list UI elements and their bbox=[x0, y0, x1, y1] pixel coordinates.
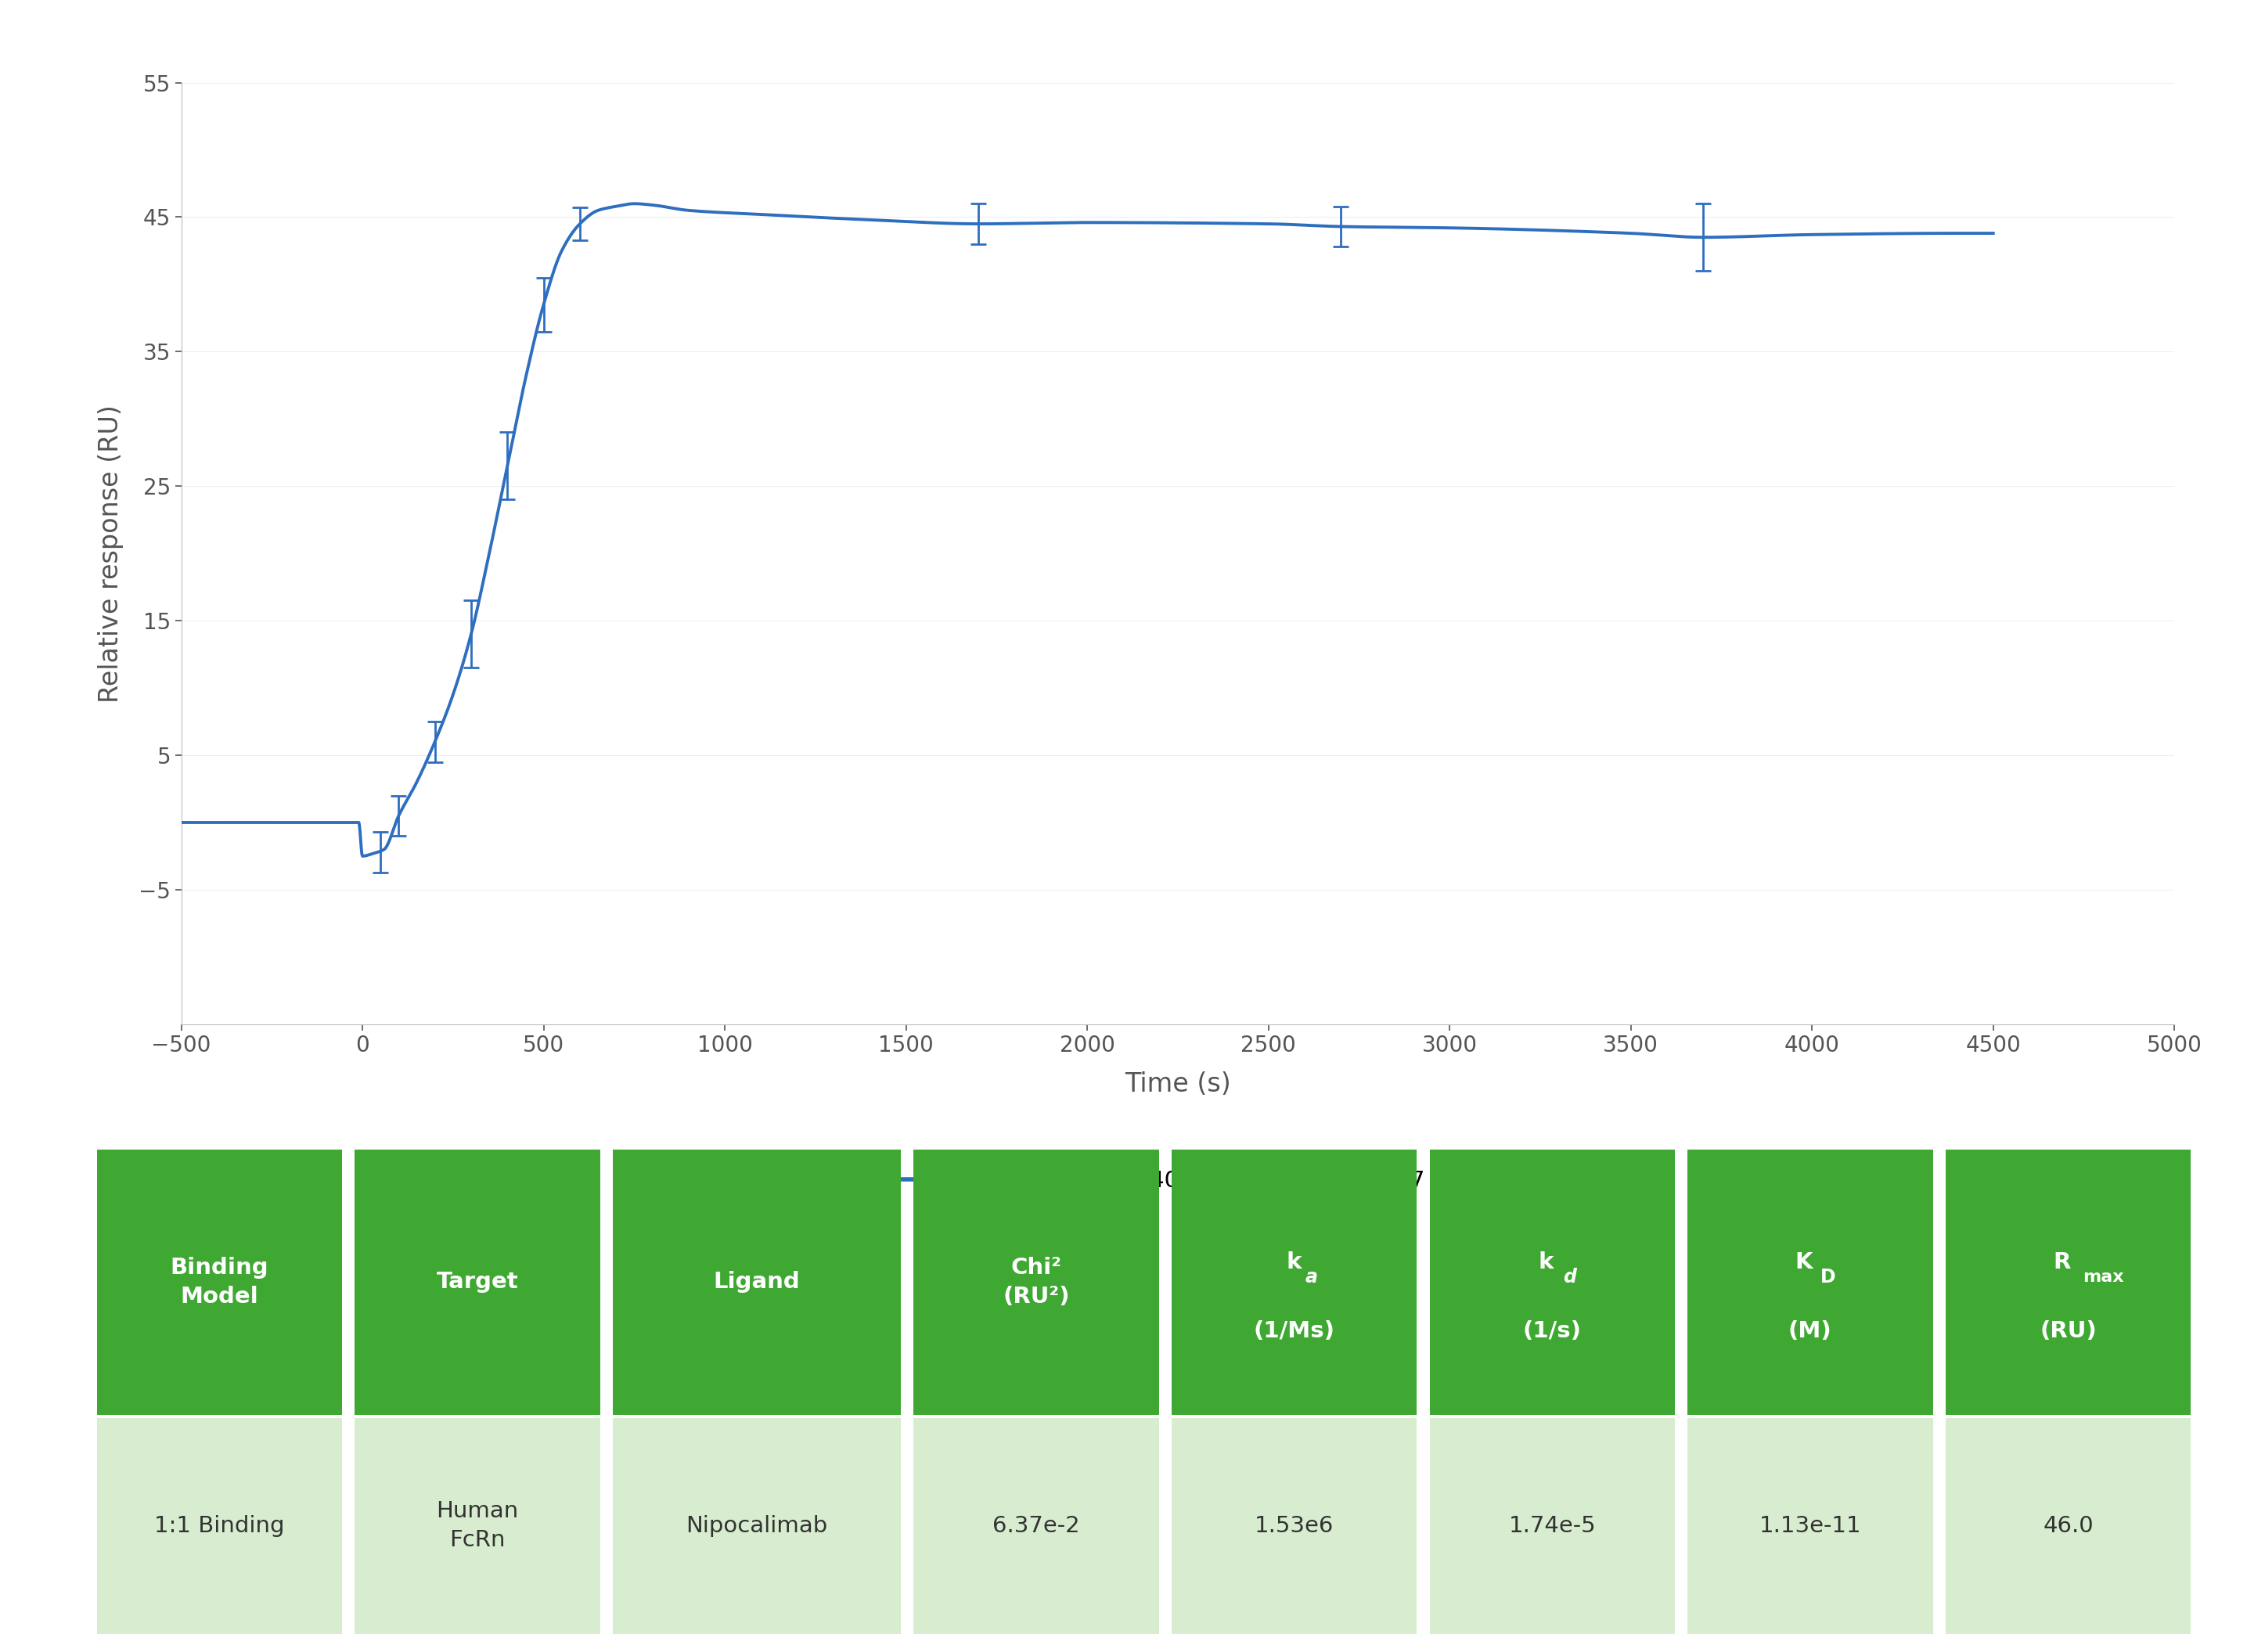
Text: k: k bbox=[1287, 1252, 1302, 1274]
Bar bbox=[913, 1417, 1160, 1634]
Bar bbox=[913, 1150, 1160, 1414]
Text: 1.13e-11: 1.13e-11 bbox=[1760, 1515, 1862, 1536]
Text: R: R bbox=[2052, 1252, 2070, 1274]
Bar bbox=[1429, 1417, 1674, 1634]
Text: max: max bbox=[2084, 1269, 2125, 1285]
Y-axis label: Relative response (RU): Relative response (RU) bbox=[97, 405, 125, 702]
Text: 6.37e-2: 6.37e-2 bbox=[992, 1515, 1080, 1536]
Bar bbox=[1171, 1150, 1418, 1414]
Text: 1:1 Binding: 1:1 Binding bbox=[154, 1515, 285, 1536]
Bar bbox=[97, 1417, 342, 1634]
Text: Target: Target bbox=[437, 1270, 519, 1294]
Text: (1/s): (1/s) bbox=[1522, 1320, 1581, 1341]
Text: a: a bbox=[1305, 1267, 1318, 1287]
Text: D: D bbox=[1821, 1267, 1837, 1287]
Legend: 0.2469136 0.7407407 2.222222 6.666667 20 nM: 0.2469136 0.7407407 2.222222 6.666667 20… bbox=[845, 1161, 1511, 1201]
Bar bbox=[356, 1417, 600, 1634]
Text: 46.0: 46.0 bbox=[2043, 1515, 2093, 1536]
Text: Human
FcRn: Human FcRn bbox=[437, 1500, 519, 1551]
Bar bbox=[1687, 1150, 1932, 1414]
Text: (M): (M) bbox=[1789, 1320, 1832, 1341]
Text: Nipocalimab: Nipocalimab bbox=[686, 1515, 827, 1536]
Bar bbox=[1946, 1150, 2190, 1414]
Bar bbox=[1687, 1417, 1932, 1634]
Bar bbox=[614, 1150, 901, 1414]
Bar bbox=[614, 1417, 901, 1634]
Text: (1/Ms): (1/Ms) bbox=[1253, 1320, 1334, 1341]
Bar bbox=[356, 1150, 600, 1414]
Text: Binding
Model: Binding Model bbox=[170, 1257, 270, 1307]
Text: 1.74e-5: 1.74e-5 bbox=[1508, 1515, 1597, 1536]
Text: Chi²
(RU²): Chi² (RU²) bbox=[1003, 1257, 1069, 1307]
Bar bbox=[97, 1150, 342, 1414]
X-axis label: Time (s): Time (s) bbox=[1126, 1072, 1230, 1097]
Text: k: k bbox=[1538, 1252, 1554, 1274]
Text: Ligand: Ligand bbox=[713, 1270, 800, 1294]
Bar bbox=[1946, 1417, 2190, 1634]
Text: d: d bbox=[1563, 1267, 1576, 1287]
Bar bbox=[1429, 1150, 1674, 1414]
Text: K: K bbox=[1796, 1252, 1812, 1274]
Bar bbox=[1171, 1417, 1418, 1634]
Text: (RU): (RU) bbox=[2038, 1320, 2097, 1341]
Text: 1.53e6: 1.53e6 bbox=[1255, 1515, 1334, 1536]
